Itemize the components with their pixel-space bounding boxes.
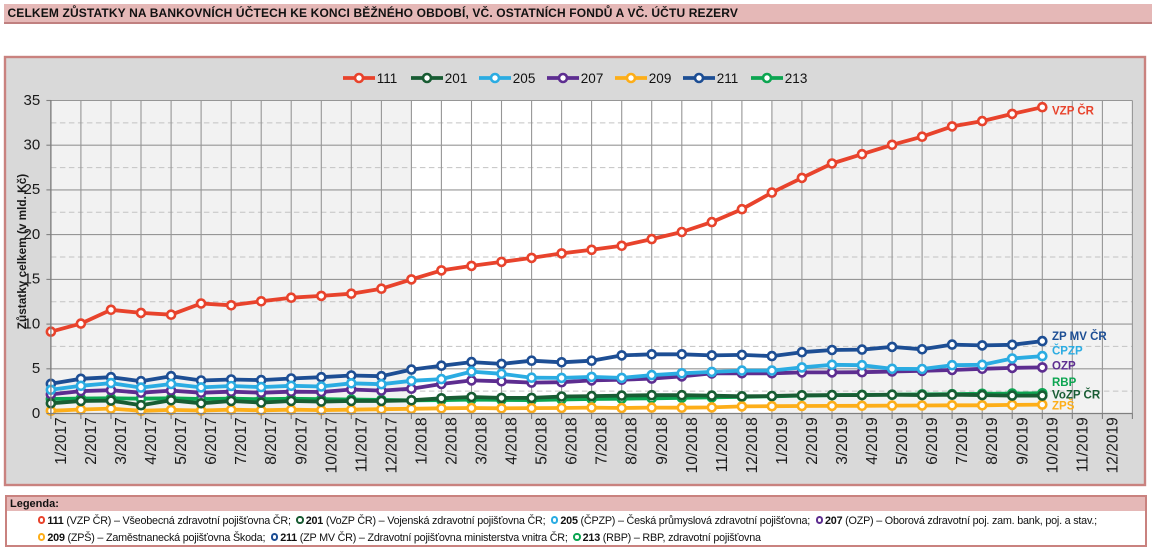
svg-text:209: 209 bbox=[649, 71, 672, 86]
svg-text:10: 10 bbox=[24, 315, 41, 332]
svg-text:5/2018: 5/2018 bbox=[534, 417, 551, 464]
svg-text:10/2019: 10/2019 bbox=[1044, 417, 1061, 473]
svg-text:9/2017: 9/2017 bbox=[293, 417, 310, 464]
svg-text:1/2018: 1/2018 bbox=[413, 417, 430, 464]
svg-text:8/2018: 8/2018 bbox=[624, 417, 641, 464]
svg-text:8/2017: 8/2017 bbox=[263, 417, 280, 464]
svg-text:4/2018: 4/2018 bbox=[504, 417, 521, 464]
svg-text:5/2017: 5/2017 bbox=[173, 417, 190, 464]
svg-text:3/2018: 3/2018 bbox=[474, 417, 491, 464]
svg-text:Zůstatky celkem (v mld. Kč): Zůstatky celkem (v mld. Kč) bbox=[15, 174, 29, 329]
svg-text:11/2019: 11/2019 bbox=[1074, 417, 1091, 472]
svg-text:ZPŠ: ZPŠ bbox=[1052, 399, 1075, 412]
svg-text:4/2017: 4/2017 bbox=[143, 417, 160, 464]
svg-text:111: 111 bbox=[377, 71, 398, 86]
svg-text:35: 35 bbox=[24, 92, 41, 109]
svg-text:15: 15 bbox=[24, 271, 41, 288]
svg-text:5: 5 bbox=[32, 360, 40, 377]
svg-text:VoZP ČR: VoZP ČR bbox=[1052, 389, 1101, 402]
svg-text:ZP MV ČR: ZP MV ČR bbox=[1052, 330, 1107, 343]
svg-text:7/2018: 7/2018 bbox=[594, 417, 611, 464]
svg-text:0: 0 bbox=[32, 405, 40, 422]
svg-text:OZP: OZP bbox=[1052, 361, 1076, 373]
svg-text:211: 211 bbox=[717, 71, 739, 86]
svg-text:30: 30 bbox=[24, 137, 41, 154]
svg-text:5/2019: 5/2019 bbox=[894, 417, 911, 464]
svg-text:12/2018: 12/2018 bbox=[744, 417, 761, 473]
svg-text:213: 213 bbox=[785, 71, 808, 86]
svg-text:6/2017: 6/2017 bbox=[203, 417, 220, 464]
svg-text:2/2017: 2/2017 bbox=[83, 417, 100, 464]
svg-text:9/2018: 9/2018 bbox=[654, 417, 671, 464]
svg-text:1/2019: 1/2019 bbox=[774, 417, 791, 464]
svg-text:11/2018: 11/2018 bbox=[714, 417, 731, 472]
svg-text:3/2019: 3/2019 bbox=[834, 417, 851, 464]
svg-text:7/2017: 7/2017 bbox=[233, 417, 250, 464]
svg-text:4/2019: 4/2019 bbox=[864, 417, 881, 464]
svg-text:12/2017: 12/2017 bbox=[383, 417, 400, 473]
svg-text:RBP: RBP bbox=[1052, 377, 1077, 389]
svg-text:201: 201 bbox=[445, 71, 468, 86]
svg-text:11/2017: 11/2017 bbox=[353, 417, 370, 472]
svg-text:8/2019: 8/2019 bbox=[984, 417, 1001, 464]
svg-text:2/2018: 2/2018 bbox=[444, 417, 461, 464]
svg-text:10/2018: 10/2018 bbox=[684, 417, 701, 473]
svg-text:12/2019: 12/2019 bbox=[1104, 417, 1121, 473]
svg-text:2/2019: 2/2019 bbox=[804, 417, 821, 464]
svg-text:205: 205 bbox=[513, 71, 536, 86]
svg-text:25: 25 bbox=[24, 181, 41, 198]
svg-text:10/2017: 10/2017 bbox=[323, 417, 340, 473]
svg-text:7/2019: 7/2019 bbox=[954, 417, 971, 464]
svg-text:1/2017: 1/2017 bbox=[53, 417, 70, 464]
svg-text:20: 20 bbox=[24, 226, 41, 243]
svg-text:ČPZP: ČPZP bbox=[1052, 345, 1083, 358]
svg-text:207: 207 bbox=[581, 71, 604, 86]
svg-text:VZP ČR: VZP ČR bbox=[1052, 105, 1095, 118]
svg-text:3/2017: 3/2017 bbox=[113, 417, 130, 464]
svg-text:6/2018: 6/2018 bbox=[564, 417, 581, 464]
svg-text:9/2019: 9/2019 bbox=[1014, 417, 1031, 464]
svg-text:6/2019: 6/2019 bbox=[924, 417, 941, 464]
